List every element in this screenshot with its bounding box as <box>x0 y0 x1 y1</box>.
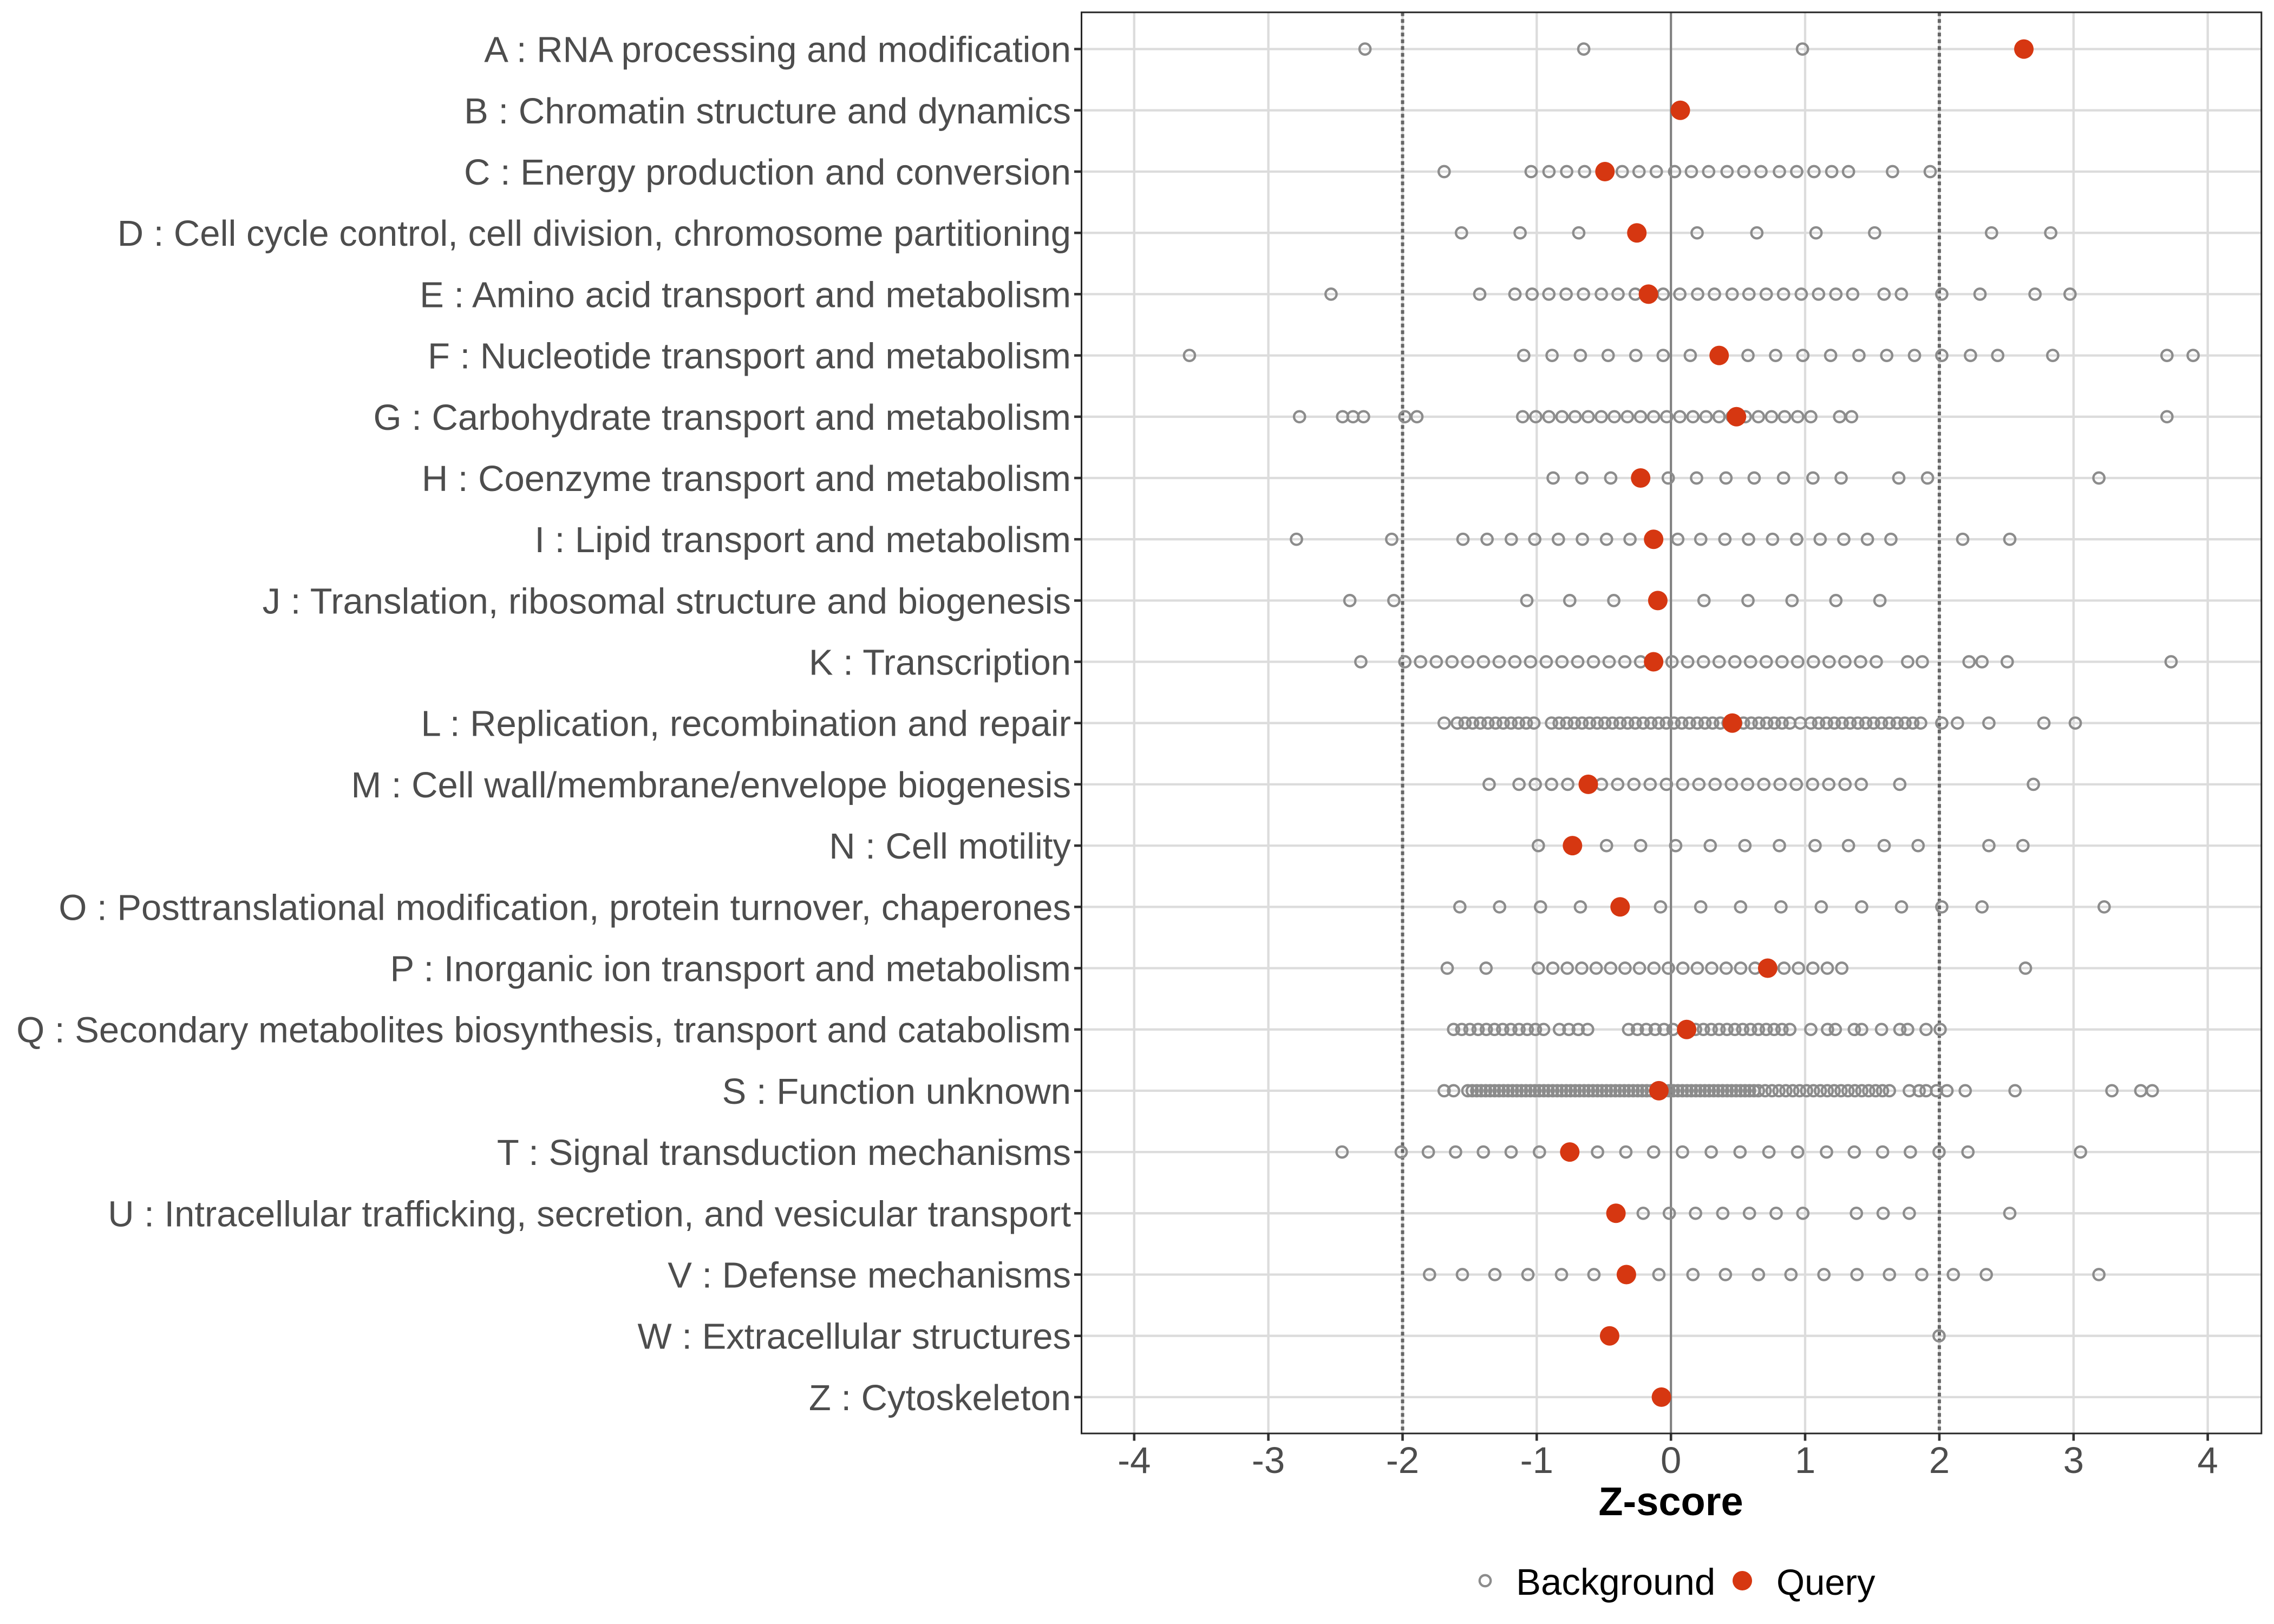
svg-text:Z-score: Z-score <box>1598 1479 1743 1524</box>
svg-text:-3: -3 <box>1252 1439 1285 1481</box>
svg-text:F : Nucleotide transport and m: F : Nucleotide transport and metabolism <box>428 336 1071 377</box>
svg-text:P : Inorganic ion transport an: P : Inorganic ion transport and metaboli… <box>390 949 1071 990</box>
svg-text:Query: Query <box>1776 1562 1876 1603</box>
svg-text:K : Transcription: K : Transcription <box>809 643 1071 683</box>
svg-text:E : Amino acid transport and m: E : Amino acid transport and metabolism <box>420 274 1071 315</box>
svg-text:-2: -2 <box>1386 1439 1419 1481</box>
svg-text:N : Cell motility: N : Cell motility <box>829 826 1071 867</box>
svg-text:-4: -4 <box>1118 1439 1151 1481</box>
svg-text:B : Chromatin structure and dy: B : Chromatin structure and dynamics <box>464 91 1071 132</box>
svg-text:A : RNA processing and modific: A : RNA processing and modification <box>484 30 1071 70</box>
svg-text:0: 0 <box>1661 1439 1681 1481</box>
svg-text:U : Intracellular trafficking,: U : Intracellular trafficking, secretion… <box>108 1194 1071 1234</box>
svg-text:H : Coenzyme transport and met: H : Coenzyme transport and metabolism <box>422 459 1071 499</box>
svg-text:Z : Cytoskeleton: Z : Cytoskeleton <box>809 1378 1071 1418</box>
svg-text:1: 1 <box>1795 1439 1815 1481</box>
svg-text:3: 3 <box>2063 1439 2084 1481</box>
svg-text:M : Cell wall/membrane/envelop: M : Cell wall/membrane/envelope biogenes… <box>351 765 1071 806</box>
svg-text:V : Defense mechanisms: V : Defense mechanisms <box>668 1255 1071 1296</box>
svg-text:L : Replication, recombination: L : Replication, recombination and repai… <box>421 704 1071 744</box>
svg-text:W : Extracellular structures: W : Extracellular structures <box>638 1317 1071 1357</box>
svg-text:S : Function unknown: S : Function unknown <box>722 1071 1071 1112</box>
svg-text:-1: -1 <box>1520 1439 1553 1481</box>
svg-text:D : Cell cycle control, cell d: D : Cell cycle control, cell division, c… <box>117 213 1071 254</box>
svg-text:Q : Secondary metabolites bios: Q : Secondary metabolites biosynthesis, … <box>16 1010 1071 1051</box>
svg-text:T : Signal transduction mechan: T : Signal transduction mechanisms <box>497 1132 1071 1173</box>
svg-text:Background: Background <box>1516 1561 1715 1603</box>
svg-text:2: 2 <box>1929 1439 1950 1481</box>
svg-text:G : Carbohydrate transport and: G : Carbohydrate transport and metabolis… <box>373 397 1071 438</box>
svg-text:4: 4 <box>2197 1439 2218 1481</box>
svg-text:I : Lipid transport and metabo: I : Lipid transport and metabolism <box>534 520 1071 560</box>
svg-text:J : Translation, ribosomal str: J : Translation, ribosomal structure and… <box>263 581 1071 621</box>
svg-text:O : Posttranslational modifica: O : Posttranslational modification, prot… <box>58 887 1071 928</box>
svg-text:C : Energy production and conv: C : Energy production and conversion <box>464 152 1071 193</box>
